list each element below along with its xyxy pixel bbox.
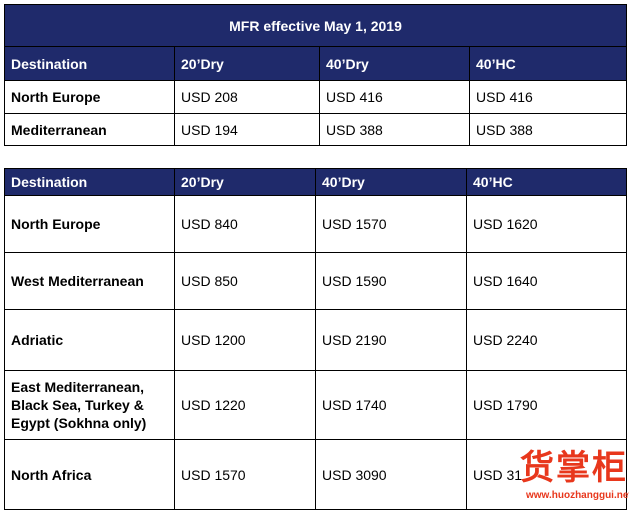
table-row: West Mediterranean USD 850 USD 1590 USD …: [4, 252, 627, 310]
header-40-hc: 40’HC: [466, 168, 627, 196]
rate-cell: USD 1570: [315, 195, 467, 253]
rate-cell: USD 388: [319, 113, 470, 146]
destination-cell: North Europe: [4, 195, 175, 253]
destination-cell: Adriatic: [4, 309, 175, 371]
header-40-dry: 40’Dry: [319, 46, 470, 81]
rate-cell: USD 1590: [315, 252, 467, 310]
header-40-dry: 40’Dry: [315, 168, 467, 196]
rate-cell: USD 416: [319, 80, 470, 114]
header-destination: Destination: [4, 46, 175, 81]
rate-cell: USD 840: [174, 195, 316, 253]
rate-cell: USD 1740: [315, 370, 467, 440]
rate-cell: USD 850: [174, 252, 316, 310]
rate-cell: USD 1220: [174, 370, 316, 440]
destination-cell: North Africa: [4, 439, 175, 510]
table-row: East Mediterranean, Black Sea, Turkey & …: [4, 370, 627, 440]
table-title-row: MFR effective May 1, 2019: [4, 4, 627, 47]
rate-cell: USD 388: [469, 113, 627, 146]
header-destination: Destination: [4, 168, 175, 196]
header-20-dry: 20’Dry: [174, 46, 320, 81]
watermark-url: www.huozhanggui.net: [526, 490, 629, 501]
watermark-text: 货掌柜: [520, 448, 628, 488]
rate-cell: USD 1570: [174, 439, 316, 510]
rate-cell: USD 2190: [315, 309, 467, 371]
table-header-row: Destination 20’Dry 40’Dry 40’HC: [4, 168, 627, 196]
table-row: North Europe USD 208 USD 416 USD 416: [4, 80, 627, 114]
rate-table: Destination 20’Dry 40’Dry 40’HC North Eu…: [4, 168, 627, 510]
rate-cell: USD 2240: [466, 309, 627, 371]
rate-cell: USD 1200: [174, 309, 316, 371]
rate-cell: USD 194: [174, 113, 320, 146]
destination-cell: West Mediterranean: [4, 252, 175, 310]
rate-cell: USD 416: [469, 80, 627, 114]
header-40-hc: 40’HC: [469, 46, 627, 81]
destination-cell: East Mediterranean, Black Sea, Turkey & …: [4, 370, 175, 440]
rate-cell: USD 208: [174, 80, 320, 114]
destination-cell: Mediterranean: [4, 113, 175, 146]
watermark-logo: 货掌柜 www.huozhanggui.net: [520, 448, 629, 508]
table-row: Adriatic USD 1200 USD 2190 USD 2240: [4, 309, 627, 371]
rate-cell: USD 3090: [315, 439, 467, 510]
rate-cell: USD 31: [466, 439, 627, 510]
mfr-rate-table: MFR effective May 1, 2019 Destination 20…: [4, 4, 627, 146]
table-row: North Africa USD 1570 USD 3090 USD 31: [4, 439, 627, 510]
rate-cell: USD 1790: [466, 370, 627, 440]
destination-cell: North Europe: [4, 80, 175, 114]
table-title: MFR effective May 1, 2019: [4, 4, 627, 47]
table-header-row: Destination 20’Dry 40’Dry 40’HC: [4, 46, 627, 81]
rate-cell: USD 1640: [466, 252, 627, 310]
header-20-dry: 20’Dry: [174, 168, 316, 196]
table-row: Mediterranean USD 194 USD 388 USD 388: [4, 113, 627, 146]
rate-cell: USD 1620: [466, 195, 627, 253]
table-row: North Europe USD 840 USD 1570 USD 1620: [4, 195, 627, 253]
